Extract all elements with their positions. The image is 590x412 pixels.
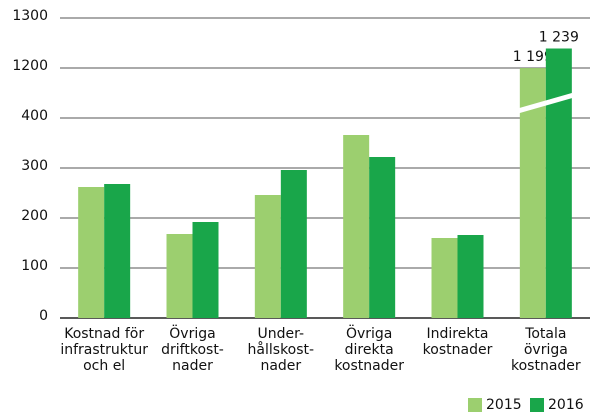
bar (431, 238, 458, 318)
y-tick-label: 0 (39, 308, 48, 324)
legend-swatch (530, 398, 544, 412)
bar (280, 170, 307, 318)
bar (369, 157, 396, 318)
bar (78, 187, 105, 318)
bar (192, 222, 219, 318)
bar (545, 48, 572, 318)
bar (104, 184, 131, 318)
x-tick-label: Övriga direkta kostnader (334, 326, 404, 374)
y-tick-label: 1200 (12, 58, 48, 74)
legend-label: 2015 (486, 397, 522, 412)
x-tick-label: Under- hållskost- nader (247, 326, 315, 374)
bar (343, 135, 370, 318)
x-tick-label: Totala övriga kostnader (510, 326, 581, 374)
x-tick-label: Övriga driftkost- nader (161, 326, 224, 374)
bar (166, 234, 193, 318)
y-tick-label: 1300 (12, 8, 48, 24)
axis-break (517, 92, 575, 114)
value-label: 1 239 (539, 30, 579, 46)
value-label: 1 199 (513, 49, 553, 65)
y-tick-label: 100 (21, 258, 48, 274)
y-tick-label: 400 (21, 108, 48, 124)
bar (457, 235, 484, 318)
y-tick-label: 200 (21, 208, 48, 224)
x-tick-label: Indirekta kostnader (422, 326, 493, 358)
y-tick-label: 300 (21, 158, 48, 174)
x-tick-label: Kostnad för infrastruktur och el (60, 326, 148, 374)
legend-swatch (468, 398, 482, 412)
legend-label: 2016 (548, 397, 584, 412)
bar (254, 195, 281, 318)
